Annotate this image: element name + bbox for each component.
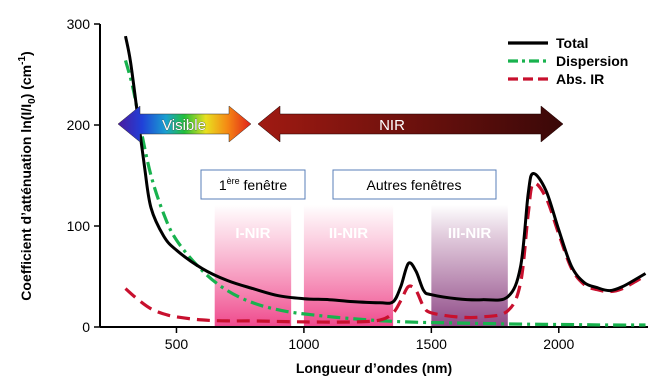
other-windows-label: Autres fenêtres [367,177,462,193]
x-axis-label: Longueur d’ondes (nm) [296,360,452,376]
visible-arrow: Visible [117,105,252,143]
legend-label: Abs. IR [556,71,604,87]
axis-ticks: 500 1000 1500 2000 0 100 200 300 [67,16,575,352]
region-2-band [303,205,394,327]
visible-arrow-shape [117,105,252,143]
x-tick-label: 2000 [543,336,574,352]
series-line-dispersion [123,59,646,327]
legend: Total Dispersion Abs. IR [508,35,628,87]
region-2-label: II-NIR [329,225,368,242]
y-tick-label: 100 [67,218,91,234]
y-axis-label: Coefficient d’atténuation ln(I/I0) (cm-1… [17,51,38,300]
region-3-label: III-NIR [448,225,491,242]
other-windows-box: Autres fenêtres [332,169,497,200]
nir-arrow-label: NIR [379,117,405,134]
first-window-label: 1ère fenêtre [219,176,288,193]
series-lines [123,35,647,327]
nir-arrow-shape [257,105,564,143]
region-1-label: I-NIR [235,225,270,242]
y-tick-label: 0 [82,319,90,335]
y-tick-label: 200 [67,117,91,133]
x-tick-label: 500 [165,336,189,352]
series-line-total [124,35,647,305]
visible-arrow-label: Visible [162,117,206,134]
legend-label: Dispersion [556,53,628,69]
region-3-band [431,205,508,327]
y-tick-label: 300 [67,16,91,32]
region-1-band [214,205,292,327]
highlight-regions: I-NIR II-NIR III-NIR [214,205,508,327]
series-line-abs-ir [124,181,647,324]
x-tick-label: 1500 [416,336,447,352]
first-window-box: 1ère fenêtre [200,169,306,200]
nir-arrow: NIR [257,105,564,143]
legend-label: Total [556,35,588,51]
axes [99,24,648,328]
x-tick-label: 1000 [288,336,319,352]
